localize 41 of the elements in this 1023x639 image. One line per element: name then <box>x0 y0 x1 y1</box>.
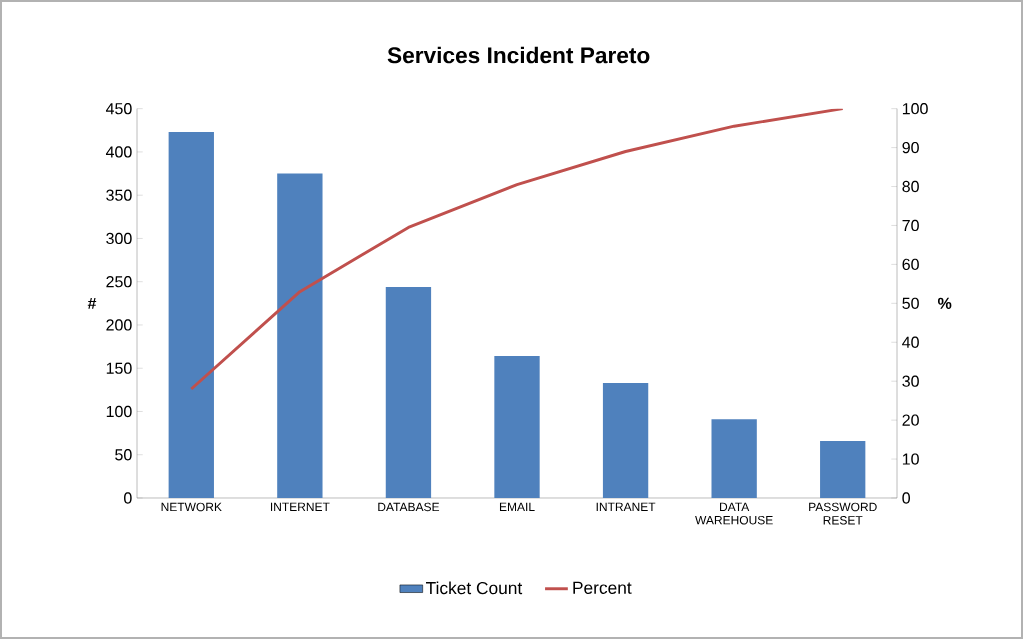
y2-tick-label: 80 <box>902 180 919 193</box>
x-tick-label: PASSWORD RESET <box>809 502 877 525</box>
y2-tick-label: 10 <box>902 453 919 465</box>
y2-tick-label: 70 <box>902 219 919 232</box>
x-tick-label: EMAIL <box>499 502 535 511</box>
chart-title: Services Incident Pareto <box>387 46 650 64</box>
y2-axis-title: % <box>937 297 952 309</box>
bar <box>820 440 866 498</box>
y-tick-label: 400 <box>105 146 132 158</box>
y-tick-label: 450 <box>105 103 132 115</box>
y2-tick-label: 20 <box>902 414 919 426</box>
y-tick-label: 300 <box>106 232 132 245</box>
y-axis-title: # <box>87 297 97 309</box>
x-tick-label: NETWORK <box>161 502 222 512</box>
y2-tick-label: 40 <box>902 336 919 348</box>
y2-tick-label: 50 <box>902 297 919 309</box>
y-tick-label: 350 <box>106 189 132 201</box>
y2-tick-label: 90 <box>902 141 919 154</box>
bar <box>711 419 757 498</box>
x-tick-label: INTERNET <box>270 502 330 511</box>
y-tick-label: 0 <box>124 492 132 504</box>
bar <box>168 132 214 498</box>
y2-tick-label: 0 <box>902 492 911 504</box>
y2-tick-label: 30 <box>902 375 919 387</box>
legend-label: Percent <box>573 581 632 594</box>
y-tick-label: 50 <box>115 449 132 461</box>
y2-tick-label: 100 <box>902 103 928 115</box>
bar <box>494 356 540 498</box>
bar <box>277 173 323 498</box>
y-tick-label: 100 <box>106 405 132 418</box>
y2-tick-label: 60 <box>902 258 919 271</box>
line-series <box>189 108 845 391</box>
y-tick-label: 200 <box>106 319 132 331</box>
x-tick-label: INTRANET <box>596 502 656 511</box>
bar <box>602 382 649 498</box>
y-tick-label: 250 <box>106 276 132 288</box>
x-tick-label: DATABASE <box>378 502 440 512</box>
x-tick-label: DATA WAREHOUSE <box>695 502 773 525</box>
y-tick-label: 150 <box>106 362 132 374</box>
bar <box>385 286 432 498</box>
legend-label: Ticket Count <box>426 581 523 595</box>
